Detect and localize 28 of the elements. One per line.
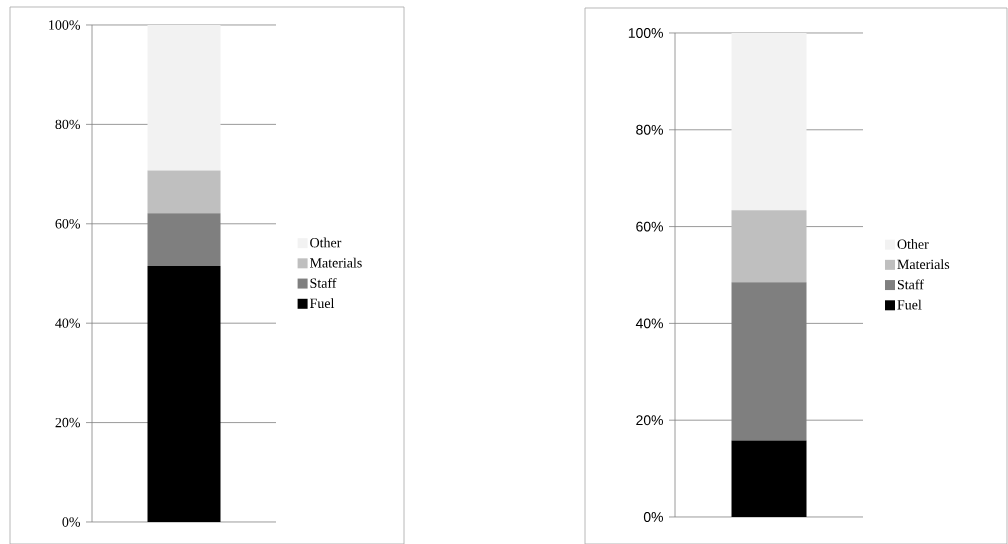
legend-label: Staff (897, 279, 924, 290)
y-tick-label: 100% (628, 28, 663, 38)
y-tick-label: 20% (636, 415, 663, 426)
y-tick-label: 80% (636, 124, 663, 135)
legend-label: Staff (310, 277, 337, 288)
bar (147, 170, 221, 214)
legend-label: Other (897, 239, 929, 249)
y-tick-label: 100% (49, 20, 81, 30)
bar (731, 32, 807, 211)
y-tick-label: 0% (62, 517, 81, 527)
bar (147, 266, 221, 522)
legend-label: Materials (310, 257, 362, 268)
bar (731, 210, 807, 283)
y-tick-label: 80% (55, 119, 81, 130)
bar (147, 213, 221, 267)
y-tick-label: 60% (55, 219, 81, 229)
y-tick-label: 0% (643, 512, 663, 522)
legend-label: Fuel (897, 299, 922, 310)
bar (731, 440, 807, 517)
bar (731, 282, 807, 441)
y-tick-label: 40% (635, 318, 663, 329)
legend-label: Materials (897, 259, 950, 270)
y-tick-label: 20% (55, 417, 81, 428)
y-tick-label: 40% (55, 318, 81, 328)
y-tick-label: 60% (636, 221, 663, 232)
legend-label: Other (310, 237, 342, 248)
legend-label: Fuel (310, 298, 335, 309)
bar (147, 24, 221, 171)
